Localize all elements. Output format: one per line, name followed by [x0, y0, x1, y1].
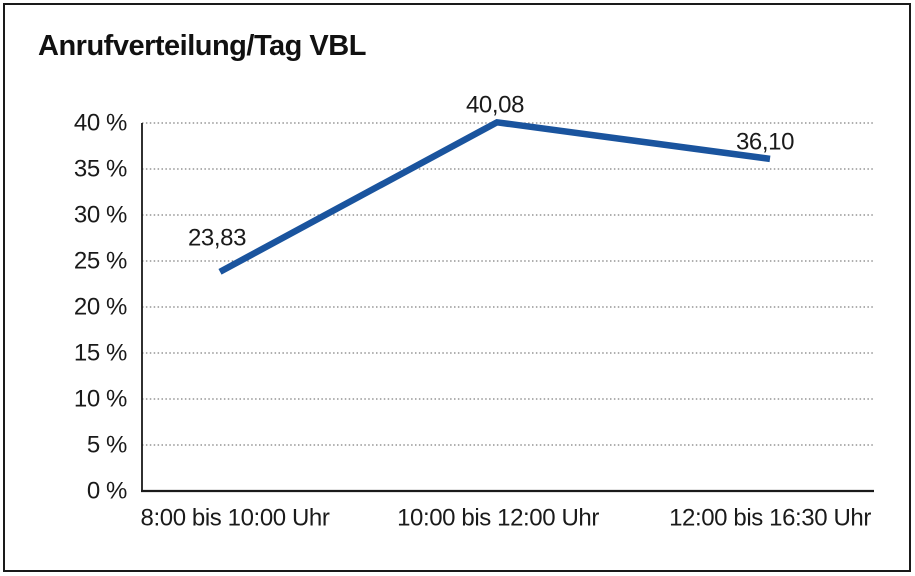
data-point-label: 40,08: [466, 92, 524, 119]
y-tick-label: 5 %: [87, 432, 127, 459]
x-category-label: 10:00 bis 12:00 Uhr: [397, 505, 599, 532]
y-tick-label: 20 %: [74, 294, 127, 321]
y-tick-label: 0 %: [87, 478, 127, 505]
chart-title: Anrufverteilung/Tag VBL: [38, 30, 366, 62]
y-tick-label: 25 %: [74, 248, 127, 275]
y-tick-label: 40 %: [74, 110, 127, 137]
data-point-label: 36,10: [736, 129, 794, 156]
y-tick-label: 15 %: [74, 340, 127, 367]
y-tick-label: 10 %: [74, 386, 127, 413]
data-point-label: 23,83: [188, 225, 246, 252]
data-series-line: [218, 118, 771, 275]
x-category-label: 12:00 bis 16:30 Uhr: [669, 505, 871, 532]
x-category-label: 8:00 bis 10:00 Uhr: [141, 505, 330, 532]
y-tick-label: 35 %: [74, 156, 127, 183]
y-tick-label: 30 %: [74, 202, 127, 229]
